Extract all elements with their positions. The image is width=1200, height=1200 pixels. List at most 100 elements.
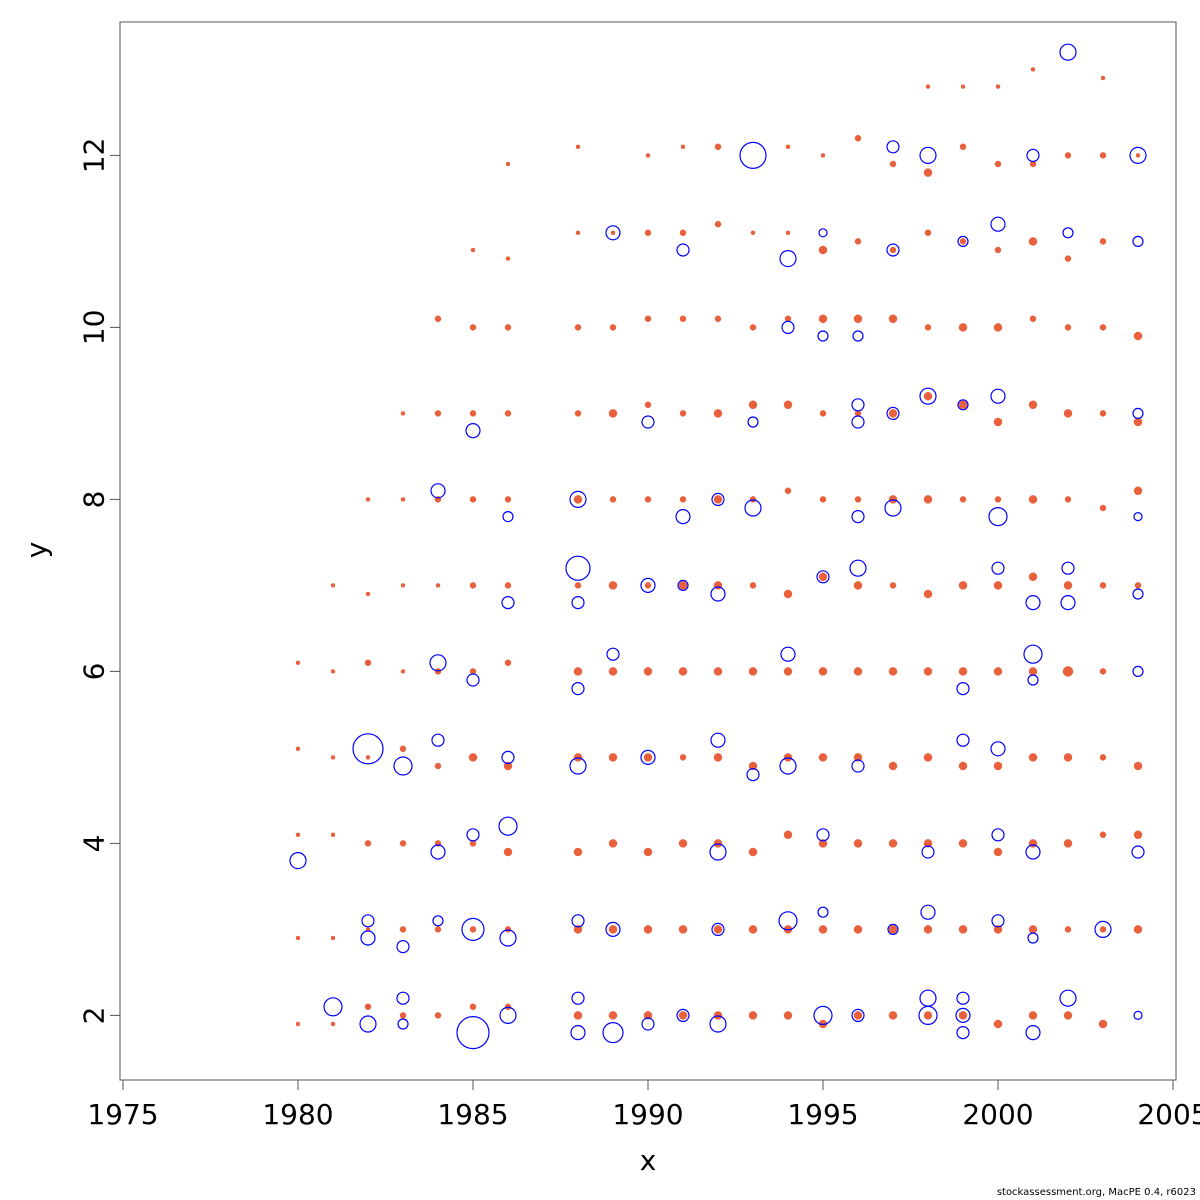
negative-bubble [1059,43,1077,61]
positive-bubble [1135,153,1141,158]
positive-bubble [644,315,652,323]
positive-bubble [853,753,863,762]
negative-bubble [851,759,865,773]
positive-bubble [505,161,511,167]
positive-bubble [643,925,653,934]
negative-bubble [1025,594,1041,611]
positive-bubble [608,1011,618,1020]
positive-bubble [818,753,828,762]
positive-bubble [1028,667,1038,676]
negative-bubble [779,250,797,268]
negative-bubble [887,923,899,936]
positive-bubble [364,840,372,847]
negative-bubble [886,140,900,154]
positive-bubble [785,144,791,150]
positive-bubble [993,761,1003,771]
positive-bubble [889,160,897,168]
positive-bubble [923,168,933,177]
negative-bubble [849,559,867,577]
positive-bubble [1064,496,1072,503]
positive-bubble [1133,830,1143,840]
negative-bubble [571,914,585,928]
positive-bubble [399,1012,407,1019]
negative-bubble [456,1015,490,1050]
y-tick-label: 2 [78,1006,111,1024]
negative-bubble [818,228,828,238]
positive-bubble [993,667,1003,676]
negative-bubble [990,388,1006,404]
positive-bubble [1064,255,1072,262]
positive-bubble [330,1021,336,1027]
positive-bubble [748,847,758,857]
negative-bubble [747,416,759,428]
negative-bubble [352,733,384,765]
negative-bubble [780,646,796,662]
negative-bubble [851,415,865,429]
x-tick-label: 1980 [262,1098,333,1131]
positive-bubble [1098,1019,1108,1029]
positive-bubble [819,410,827,417]
footer-credit: stockassessment.org, MacPE 0.4, r6023 [996,1187,1196,1198]
negative-bubble [711,492,725,506]
positive-bubble [1063,753,1073,762]
y-tick-label: 4 [78,834,111,852]
positive-bubble [923,391,933,401]
positive-bubble [504,1003,512,1011]
positive-bubble [1099,926,1107,933]
x-tick-label: 2005 [1137,1098,1200,1131]
positive-bubble [1064,152,1072,159]
positive-bubble [995,84,1001,89]
positive-bubble [469,1003,477,1011]
negative-bubble [956,1025,970,1040]
positive-bubble [573,925,583,934]
negative-bubble [323,997,343,1017]
negative-bubble [432,915,444,927]
positive-bubble [818,839,828,848]
positive-bubble [923,925,933,934]
positive-bubble [958,1011,968,1020]
positive-bubble [959,143,967,151]
positive-bubble [818,667,828,676]
negative-bubble [499,929,517,947]
positive-bubble [504,324,512,331]
negative-bubble [956,991,970,1005]
positive-bubble [399,926,407,933]
positive-bubble [610,230,616,236]
positive-bubble [993,1019,1003,1029]
positive-bubble [923,839,933,848]
positive-bubble [505,256,511,261]
positive-bubble [365,591,371,597]
negative-bubble [397,1018,409,1030]
positive-bubble [504,496,512,503]
positive-bubble [643,847,653,857]
positive-bubble [678,581,688,590]
positive-bubble [1030,67,1036,72]
positive-bubble [958,667,968,676]
negative-bubble [779,757,797,775]
negative-bubble [919,989,937,1007]
positive-bubble [1133,486,1143,496]
positive-bubble [1133,761,1143,771]
positive-bubble [643,667,653,676]
positive-bubble [1099,831,1107,839]
negative-bubble [991,828,1005,842]
positive-bubble [644,582,652,589]
positive-bubble [1099,410,1107,417]
positive-bubble [923,667,933,676]
negative-bubble [1094,920,1112,939]
negative-bubble [920,904,936,920]
positive-bubble [504,410,512,417]
positive-bubble [503,847,513,857]
positive-bubble [1028,237,1038,246]
negative-bubble [956,733,970,747]
negative-bubble [571,681,585,696]
positive-bubble [958,761,968,771]
positive-bubble [785,230,791,236]
positive-bubble [434,410,442,417]
negative-bubble [886,243,900,257]
positive-bubble [469,926,477,933]
positive-bubble [783,830,793,840]
negative-bubble [1132,588,1144,600]
positive-bubble [1028,1011,1038,1020]
positive-bubble [958,400,968,410]
